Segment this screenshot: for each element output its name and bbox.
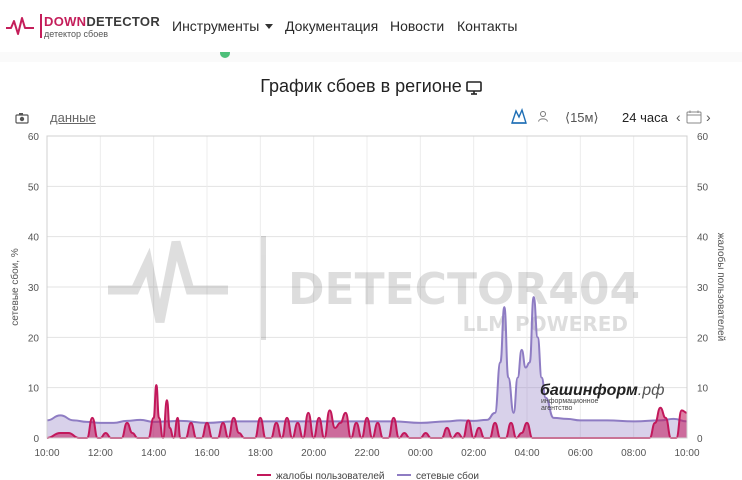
x-tick-label: 02:00 — [461, 448, 486, 459]
y-axis-left-title: сетевые сбои, % — [9, 248, 21, 326]
interval-selector[interactable]: ⟨15м⟩ — [565, 110, 599, 125]
y-tick-label-right: 20 — [697, 333, 709, 344]
x-tick-label: 10:00 — [34, 448, 59, 459]
x-tick-label: 04:00 — [514, 448, 539, 459]
user-icon[interactable] — [537, 110, 549, 122]
y-tick-label-right: 30 — [697, 283, 709, 294]
brand-suffix: .рф — [638, 382, 665, 399]
brand-sub-line1: информационное — [541, 398, 598, 405]
area-chart-toggle-icon[interactable] — [511, 108, 527, 124]
outage-chart: DETECTOR404 LLM POWERED башинформ.рф инф… — [9, 132, 727, 480]
legend-label-network: сетевые сбои — [416, 470, 479, 480]
logo-subtitle: детектор сбоев — [44, 29, 109, 39]
x-tick-label: 14:00 — [141, 448, 166, 459]
svg-text:башинформ.рф: башинформ.рф — [540, 382, 665, 399]
y-tick-label-left: 60 — [28, 132, 40, 143]
status-dot-icon — [220, 52, 230, 58]
camera-icon[interactable] — [15, 112, 29, 124]
brand-watermark: башинформ.рф информационное агентство — [540, 382, 665, 412]
logo-text: DOWNDETECTOR — [44, 14, 161, 29]
y-tick-label-right: 50 — [697, 182, 709, 193]
calendar-icon[interactable] — [686, 110, 702, 124]
nav-news[interactable]: Новости — [390, 18, 445, 34]
y-tick-label-left: 20 — [28, 333, 40, 344]
legend-label-complaints: жалобы пользователей — [276, 470, 385, 480]
x-tick-label: 12:00 — [88, 448, 113, 459]
y-tick-label-left: 30 — [28, 283, 40, 294]
chevron-down-icon — [265, 24, 274, 29]
x-tick-label: 06:00 — [568, 448, 593, 459]
y-tick-label-right: 0 — [697, 434, 703, 445]
x-tick-label: 16:00 — [194, 448, 219, 459]
series-line-network — [46, 296, 688, 424]
y-axis-right-title: жалобы пользователей — [715, 233, 727, 342]
x-tick-label: 22:00 — [354, 448, 379, 459]
monitor-icon — [465, 81, 482, 95]
y-tick-label-left: 10 — [28, 384, 40, 395]
watermark-main-text: DETECTOR404 — [288, 264, 640, 315]
chevron-right-icon[interactable]: › — [706, 109, 711, 125]
series-area-complaints — [47, 385, 687, 438]
logo-divider — [40, 14, 42, 38]
brand-name: башинформ — [540, 382, 638, 399]
x-tick-label: 18:00 — [248, 448, 273, 459]
subheader-strip — [0, 52, 742, 62]
chevron-left-icon[interactable]: ‹ — [676, 109, 681, 125]
chart-legend: жалобы пользователей сетевые сбои — [257, 470, 479, 480]
y-tick-label-left: 40 — [28, 233, 40, 244]
chart-axes: 0 0 10 10 20 20 30 30 40 40 50 50 60 60 10:00 12:00 14:0… — [28, 132, 709, 459]
plot-frame — [46, 135, 688, 439]
y-tick-label-right: 40 — [697, 233, 709, 244]
y-tick-label-right: 10 — [697, 384, 709, 395]
x-tick-label: 00:00 — [408, 448, 433, 459]
y-tick-label-left: 0 — [33, 434, 39, 445]
watermark-detector404: DETECTOR404 LLM POWERED — [108, 236, 640, 340]
range-selector[interactable]: 24 часа — [622, 110, 668, 125]
pulse-logo-icon — [6, 17, 34, 35]
watermark-sub-text: LLM POWERED — [463, 312, 628, 336]
y-tick-label-left: 50 — [28, 182, 40, 193]
nav-contacts[interactable]: Контакты — [457, 18, 518, 34]
x-tick-label: 10:00 — [674, 448, 699, 459]
series-area-network — [47, 297, 687, 438]
x-tick-label: 08:00 — [621, 448, 646, 459]
brand-sub-line2: агентство — [541, 405, 573, 412]
x-tick-label: 20:00 — [301, 448, 326, 459]
nav-tools-dropdown[interactable]: Инструменты — [172, 18, 274, 34]
data-link[interactable]: данные — [50, 110, 96, 125]
chart-title: График сбоев в регионе — [0, 76, 742, 97]
y-tick-label-right: 60 — [697, 132, 709, 143]
top-navbar: DOWNDETECTOR детектор сбоев Инструменты … — [0, 0, 742, 52]
nav-documentation[interactable]: Документация — [285, 18, 379, 34]
